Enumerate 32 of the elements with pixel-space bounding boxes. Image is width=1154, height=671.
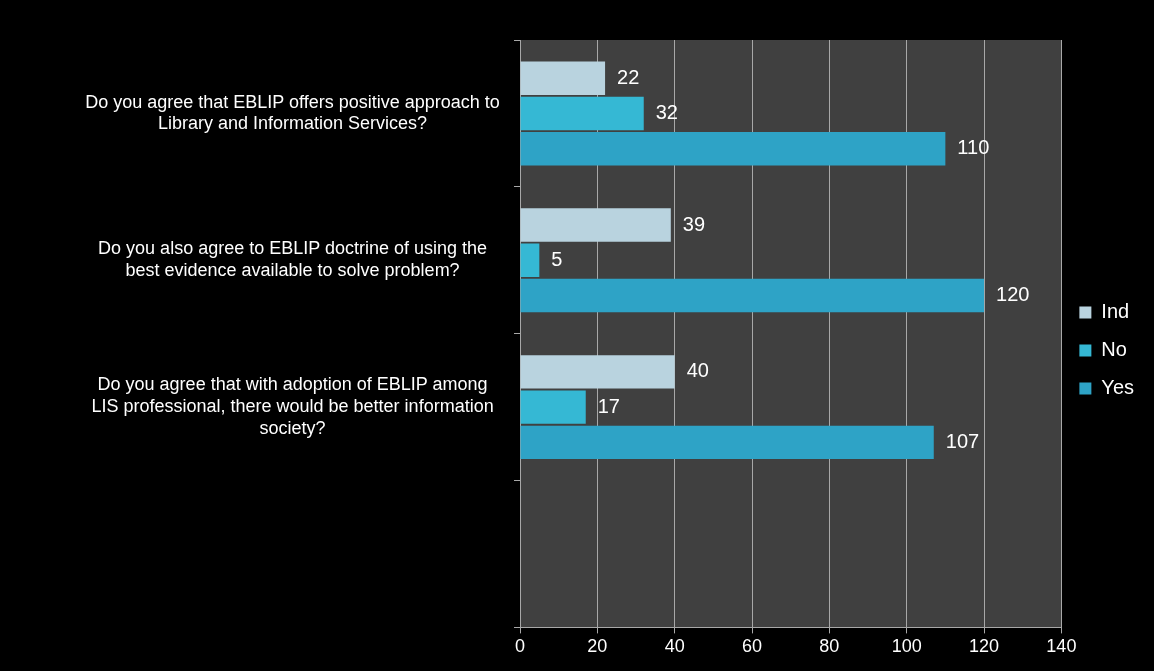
x-tick-label: 140 — [1046, 636, 1077, 657]
data-label: 22 — [617, 65, 640, 88]
legend-label: No — [1101, 338, 1127, 361]
bar — [520, 278, 985, 313]
bar — [520, 243, 540, 278]
data-label: 40 — [686, 359, 709, 382]
y-tick-label: Do you also agree to EBLIP doctrine of using the best evidence available to solve problem? — [98, 238, 487, 281]
bar — [520, 425, 934, 460]
bar — [520, 131, 946, 166]
x-tick-label: 120 — [969, 636, 1000, 657]
x-tick-label: 0 — [514, 636, 526, 657]
x-tick-label: 20 — [587, 636, 608, 657]
data-label: 32 — [655, 100, 678, 123]
x-tick-label: 60 — [742, 636, 763, 657]
data-label: 39 — [682, 212, 706, 235]
data-label: 5 — [551, 247, 563, 270]
bar — [520, 61, 606, 95]
y-tick-label: Do you agree that with adoption of EBLIP among LIS professional, there would be better information society? — [91, 374, 494, 438]
x-tick-label: 100 — [891, 636, 922, 657]
data-label: 17 — [597, 394, 620, 417]
legend-label: Ind — [1101, 300, 1130, 323]
data-label: 120 — [996, 283, 1030, 306]
y-tick-label: Do you agree that EBLIP offers positive approach to Library and Information Services? — [85, 91, 500, 134]
bar — [520, 96, 644, 131]
data-label: 110 — [957, 136, 990, 159]
x-tick-label: 40 — [664, 636, 685, 657]
bar — [520, 355, 675, 389]
bar — [520, 208, 671, 242]
x-tick-label: 80 — [819, 636, 840, 657]
data-label: 107 — [945, 429, 980, 452]
legend-label: Yes — [1101, 376, 1135, 399]
bar — [520, 390, 586, 424]
